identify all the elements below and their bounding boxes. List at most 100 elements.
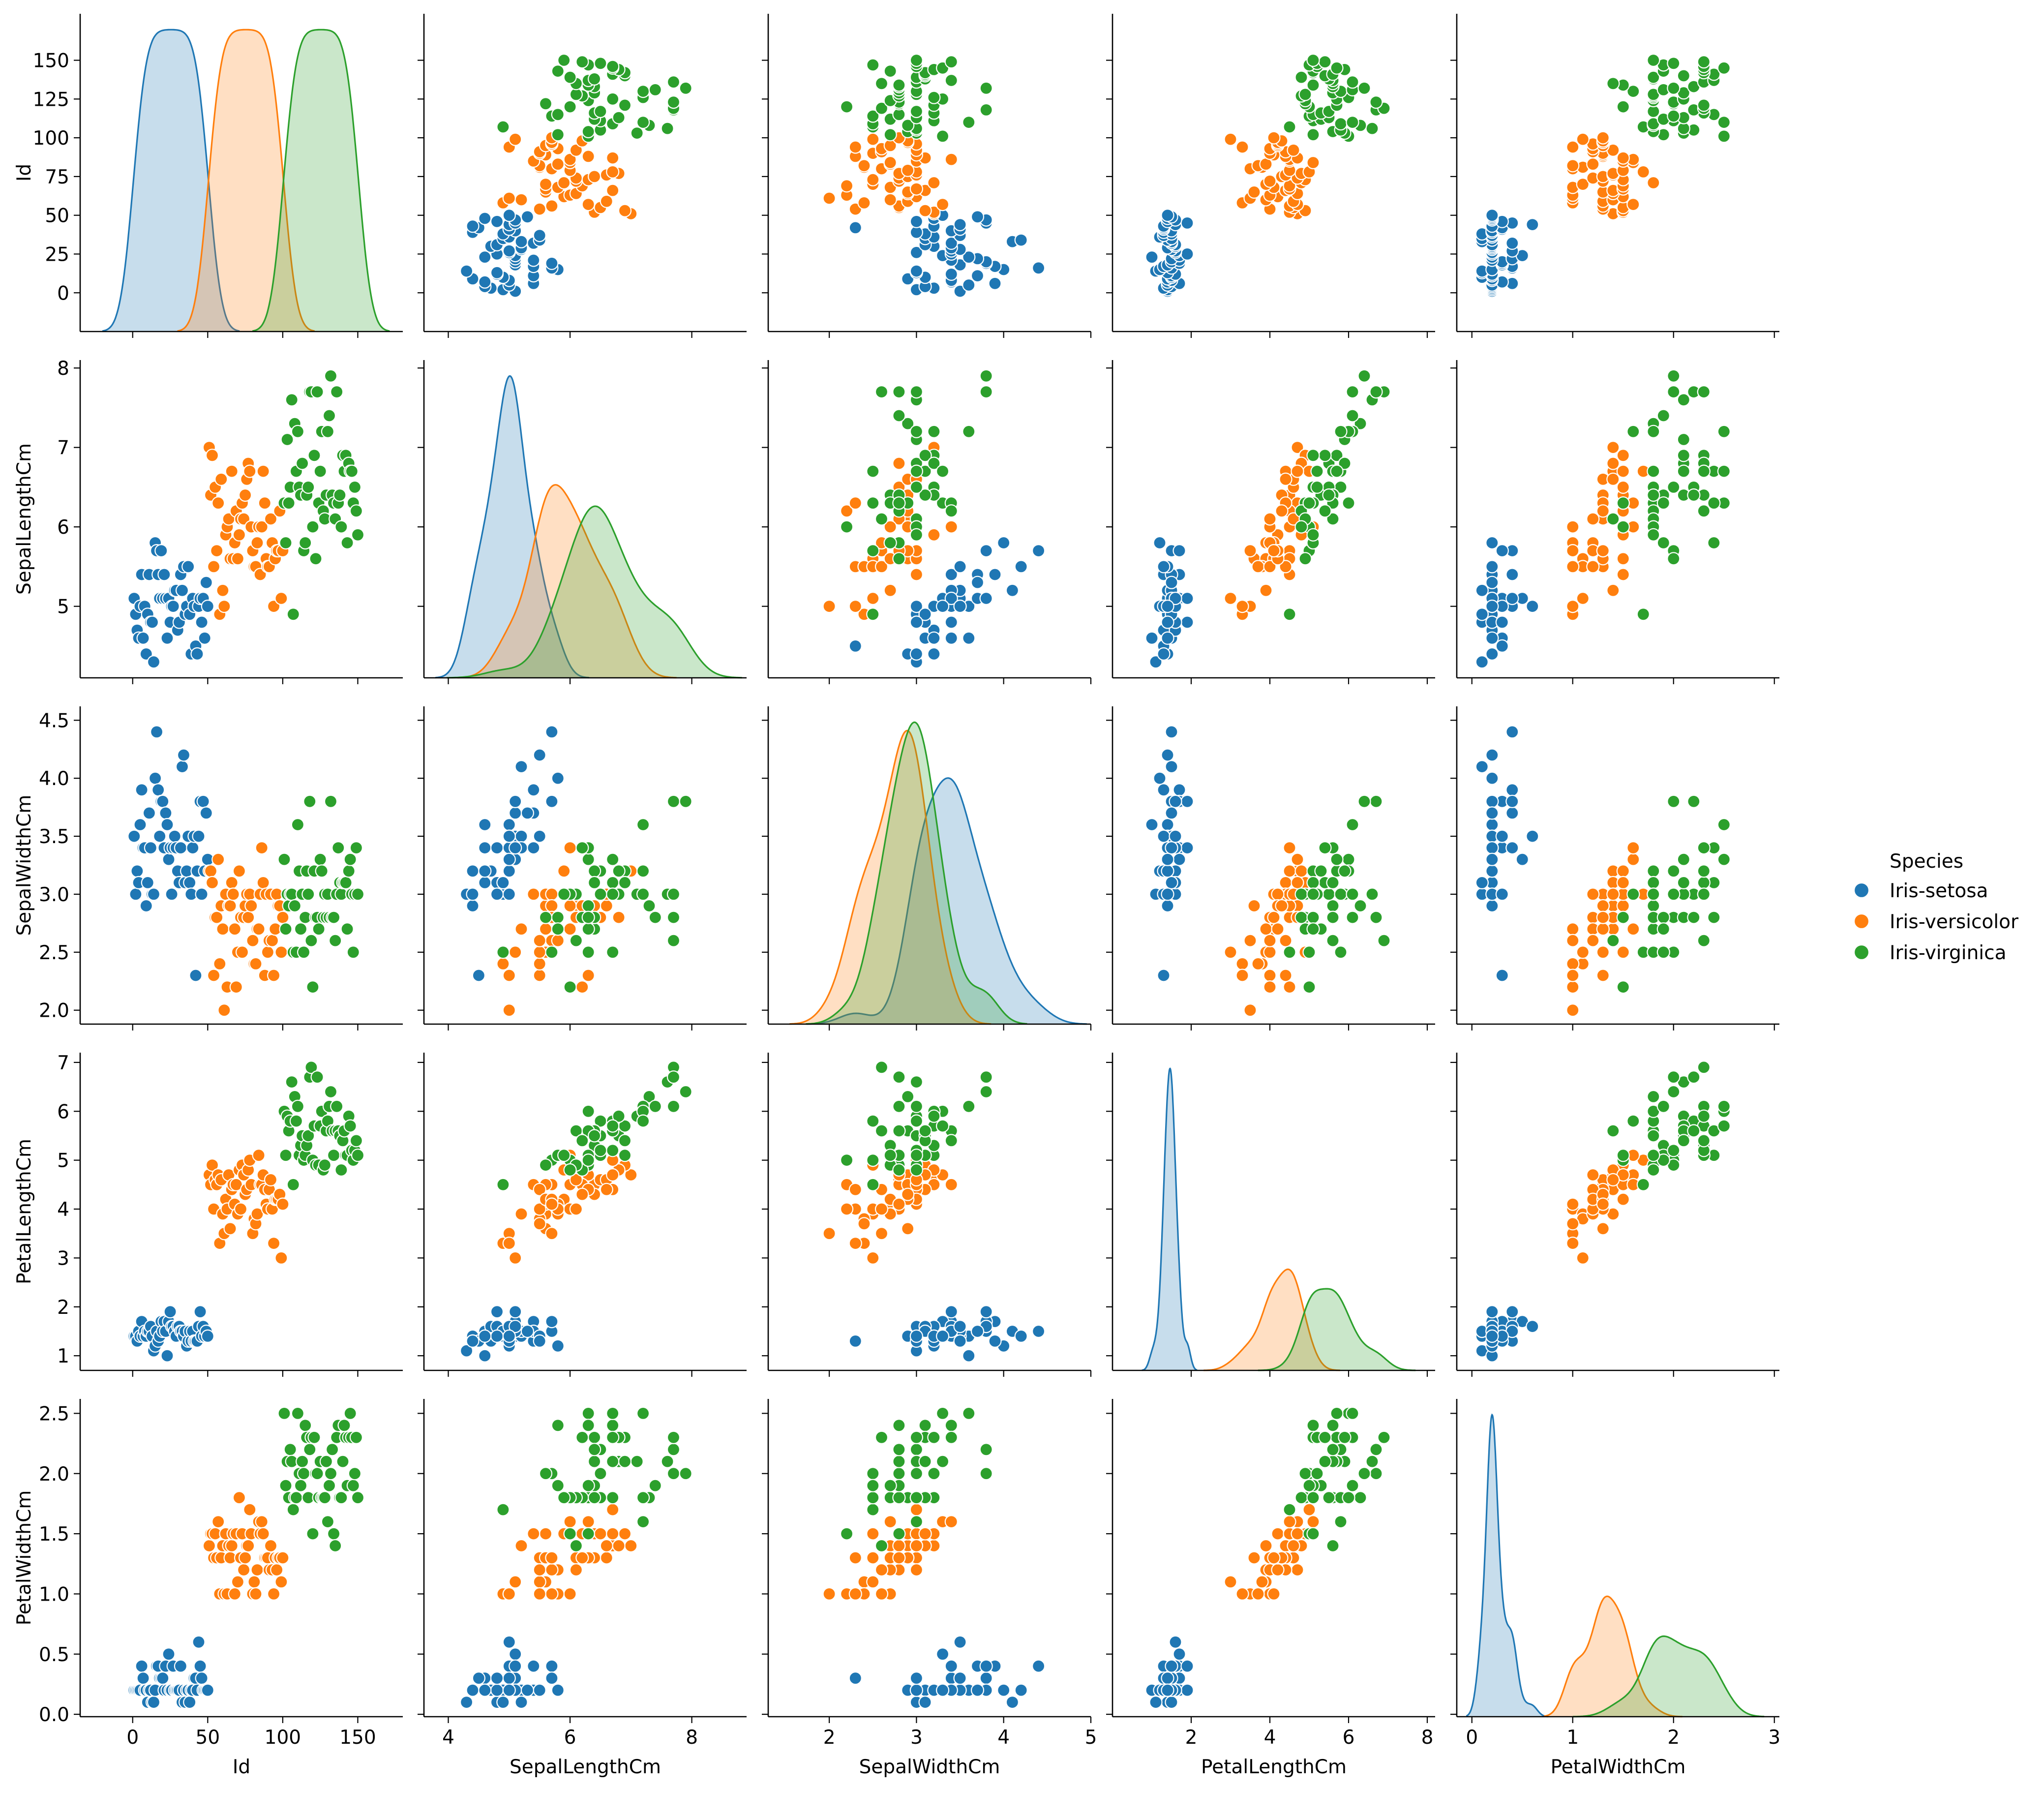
panel-petallengthcm-vs-petalwidthcm bbox=[1450, 1053, 1779, 1377]
point-iris-setosa bbox=[520, 210, 535, 224]
point-iris-versicolor bbox=[244, 899, 258, 913]
point-iris-versicolor bbox=[848, 1182, 862, 1196]
y-tick-label: 150 bbox=[33, 50, 69, 72]
point-iris-versicolor bbox=[1263, 934, 1277, 947]
point-iris-virginica bbox=[1338, 864, 1352, 878]
point-iris-virginica bbox=[351, 887, 365, 901]
point-iris-versicolor bbox=[1251, 1587, 1265, 1601]
point-iris-virginica bbox=[306, 1527, 320, 1541]
point-iris-virginica bbox=[496, 945, 510, 959]
point-iris-versicolor bbox=[243, 1503, 257, 1516]
point-iris-virginica bbox=[1656, 496, 1670, 510]
kde-fill-iris-versicolor bbox=[177, 30, 315, 332]
point-iris-virginica bbox=[1334, 887, 1348, 901]
point-iris-versicolor bbox=[892, 456, 906, 470]
point-iris-virginica bbox=[979, 385, 993, 399]
point-iris-setosa bbox=[1161, 748, 1174, 762]
point-iris-setosa bbox=[944, 631, 958, 645]
point-iris-versicolor bbox=[612, 1539, 626, 1553]
point-iris-versicolor bbox=[1267, 131, 1281, 145]
point-iris-versicolor bbox=[211, 496, 225, 510]
point-iris-versicolor bbox=[545, 1227, 559, 1241]
point-iris-versicolor bbox=[545, 1563, 559, 1577]
point-iris-versicolor bbox=[264, 1173, 278, 1186]
point-iris-virginica bbox=[892, 1467, 906, 1481]
point-iris-virginica bbox=[666, 934, 681, 947]
point-iris-versicolor bbox=[255, 841, 269, 855]
point-iris-setosa bbox=[1505, 236, 1519, 250]
point-iris-virginica bbox=[1697, 504, 1711, 518]
legend-label-iris-versicolor: Iris-versicolor bbox=[1890, 911, 2019, 933]
panel-sepalwidthcm-vs-petallengthcm bbox=[1106, 706, 1435, 1031]
point-iris-setosa bbox=[459, 264, 474, 278]
point-iris-setosa bbox=[514, 235, 528, 248]
point-iris-versicolor bbox=[1596, 1222, 1610, 1236]
point-iris-setosa bbox=[1505, 568, 1519, 581]
point-iris-virginica bbox=[581, 124, 595, 139]
point-iris-virginica bbox=[606, 1406, 620, 1420]
point-iris-setosa bbox=[1485, 794, 1499, 808]
point-iris-versicolor bbox=[1291, 464, 1304, 478]
point-iris-virginica bbox=[927, 424, 941, 438]
point-iris-virginica bbox=[979, 103, 993, 117]
point-iris-virginica bbox=[606, 1430, 620, 1444]
point-iris-versicolor bbox=[866, 173, 880, 186]
point-iris-versicolor bbox=[624, 1539, 638, 1553]
point-iris-versicolor bbox=[217, 599, 231, 613]
point-iris-virginica bbox=[1647, 53, 1660, 67]
point-iris-versicolor bbox=[1596, 131, 1610, 145]
point-iris-setosa bbox=[466, 887, 480, 901]
legend-label-iris-setosa: Iris-setosa bbox=[1890, 880, 1988, 902]
point-iris-virginica bbox=[892, 1527, 906, 1541]
kde-line-iris-virginica bbox=[252, 29, 390, 332]
point-iris-virginica bbox=[1346, 1479, 1359, 1492]
point-iris-setosa bbox=[195, 1671, 209, 1685]
point-iris-versicolor bbox=[909, 182, 924, 196]
point-iris-virginica bbox=[349, 841, 363, 855]
point-iris-setosa bbox=[909, 214, 924, 228]
point-iris-virginica bbox=[1667, 864, 1681, 878]
point-iris-setosa bbox=[909, 599, 924, 613]
x-tick-label: 2 bbox=[823, 1727, 836, 1749]
point-iris-versicolor bbox=[1267, 1551, 1281, 1565]
point-iris-virginica bbox=[329, 1539, 342, 1553]
point-iris-setosa bbox=[502, 887, 516, 901]
point-iris-versicolor bbox=[1247, 1551, 1261, 1565]
point-iris-virginica bbox=[1697, 887, 1711, 901]
point-iris-virginica bbox=[324, 369, 338, 383]
point-iris-virginica bbox=[324, 1085, 338, 1099]
point-iris-versicolor bbox=[1263, 512, 1277, 526]
point-iris-setosa bbox=[201, 599, 214, 613]
panel-sepallengthcm-vs-sepalwidthcm bbox=[762, 360, 1092, 684]
point-iris-setosa bbox=[909, 1329, 924, 1343]
point-iris-virginica bbox=[866, 1178, 880, 1191]
point-iris-versicolor bbox=[223, 1222, 237, 1236]
point-iris-setosa bbox=[918, 607, 932, 621]
point-iris-setosa bbox=[935, 1329, 950, 1343]
point-iris-virginica bbox=[349, 1430, 363, 1444]
point-iris-versicolor bbox=[857, 196, 871, 210]
point-iris-setosa bbox=[183, 1696, 197, 1709]
point-iris-versicolor bbox=[509, 1251, 522, 1265]
point-iris-setosa bbox=[509, 1659, 522, 1673]
point-iris-setosa bbox=[129, 887, 143, 901]
point-iris-setosa bbox=[1145, 250, 1159, 264]
point-iris-virginica bbox=[313, 852, 327, 866]
point-iris-virginica bbox=[1302, 1479, 1316, 1492]
point-iris-setosa bbox=[478, 876, 492, 890]
point-iris-versicolor bbox=[533, 934, 546, 947]
point-iris-versicolor bbox=[274, 591, 288, 606]
point-iris-versicolor bbox=[901, 163, 915, 177]
point-iris-setosa bbox=[472, 969, 486, 982]
point-iris-virginica bbox=[1647, 1090, 1660, 1103]
point-iris-versicolor bbox=[243, 464, 257, 478]
point-iris-virginica bbox=[327, 1149, 341, 1162]
point-iris-setosa bbox=[514, 759, 528, 774]
point-iris-virginica bbox=[866, 58, 880, 72]
x-tick-label: 150 bbox=[339, 1727, 376, 1749]
point-iris-virginica bbox=[1656, 409, 1670, 423]
point-iris-setosa bbox=[953, 1635, 967, 1649]
point-iris-virginica bbox=[349, 504, 363, 518]
point-iris-setosa bbox=[201, 1329, 214, 1343]
point-iris-virginica bbox=[1616, 980, 1630, 994]
